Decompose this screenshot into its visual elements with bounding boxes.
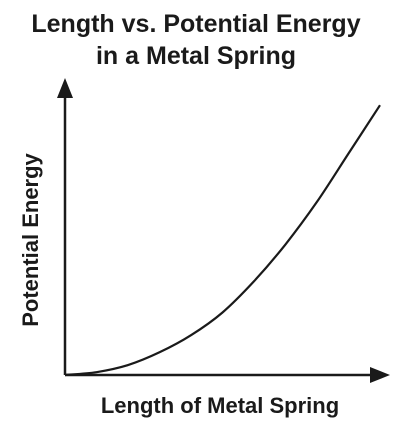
y-axis-arrowhead xyxy=(57,78,73,98)
series-line xyxy=(65,105,380,375)
x-axis-arrowhead xyxy=(370,367,390,383)
y-axis-label: Potential Energy xyxy=(18,152,43,326)
x-axis-label: Length of Metal Spring xyxy=(101,393,339,418)
